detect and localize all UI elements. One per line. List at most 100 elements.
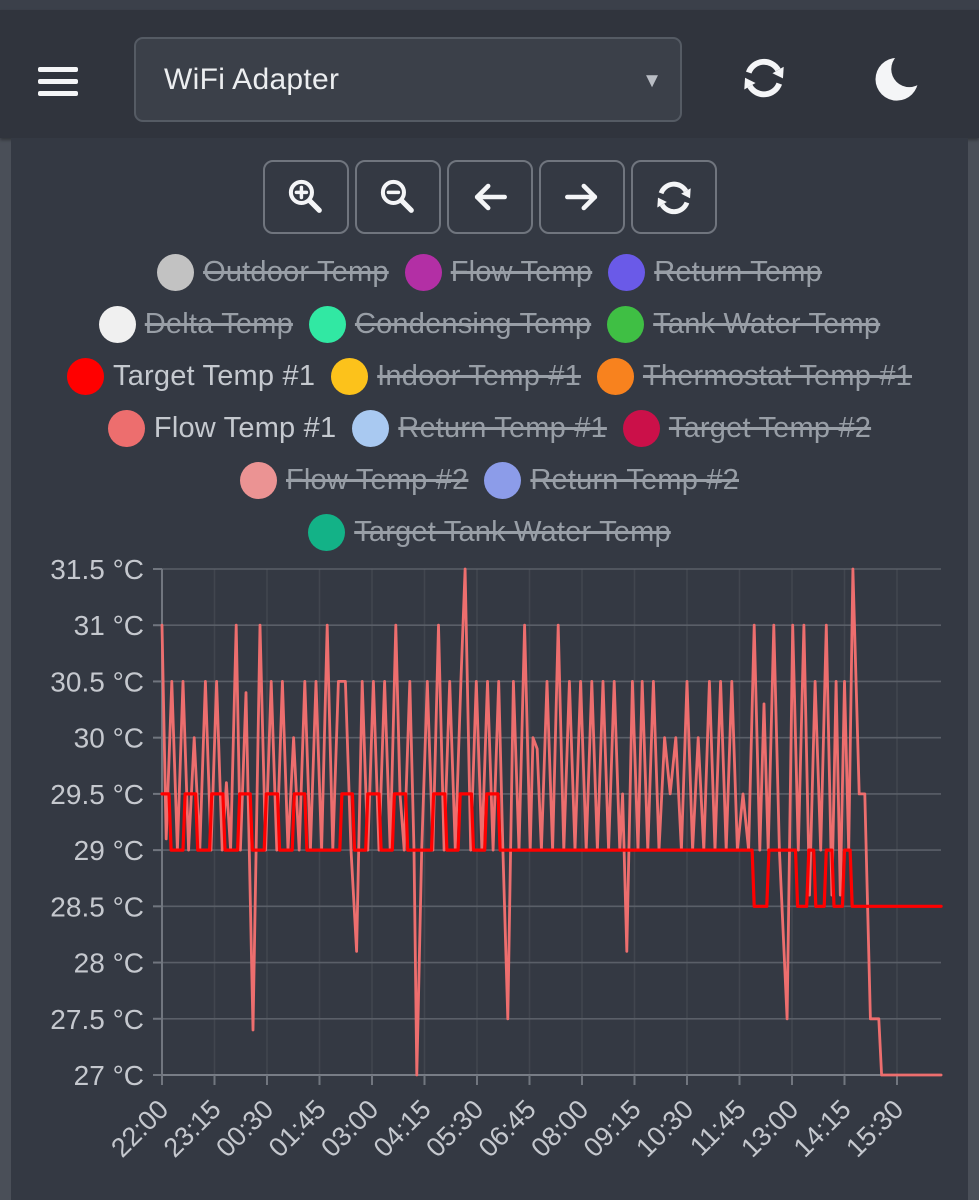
legend-color-dot <box>622 409 660 447</box>
zoom-out-icon <box>380 179 414 213</box>
legend-color-dot <box>98 305 136 343</box>
hamburger-menu-button[interactable] <box>32 54 84 104</box>
legend-item-label: Flow Temp <box>450 255 593 288</box>
refresh-sync-icon <box>656 181 691 215</box>
legend-item-label: Return Temp #2 <box>530 463 739 496</box>
legend-row: Outdoor Temp Flow Temp Return Temp <box>11 246 968 298</box>
y-axis-tick-label: 30.5 °C <box>50 666 144 697</box>
legend-item-label: Return Temp #1 <box>398 411 607 444</box>
app-header: WiFi Adapter ▾ <box>0 10 979 138</box>
legend-item-return-temp-2[interactable]: Return Temp #2 <box>484 461 739 499</box>
legend-color-dot <box>107 409 145 447</box>
x-axis-tick-label: 15:30 <box>840 1094 909 1163</box>
pan-right-button[interactable] <box>538 160 625 234</box>
legend-item-label: Outdoor Temp <box>203 255 389 288</box>
legend-item-label: Flow Temp #1 <box>153 411 337 444</box>
temperature-chart[interactable]: 31.5 °C 31 °C 30.5 °C 30 °C 29.5 °C 29 °C 28.5… <box>11 558 968 1198</box>
legend-row: Flow Temp #2 Return Temp #2 <box>11 454 968 506</box>
y-axis-tick-label: 27 °C <box>74 1060 144 1091</box>
legend-item-return-temp[interactable]: Return Temp <box>608 253 822 291</box>
y-axis-tick-label: 29.5 °C <box>50 779 144 810</box>
legend-color-dot <box>240 461 277 499</box>
x-axis-tick-label: 11:45 <box>684 1094 752 1162</box>
x-axis-tick-label: 22:00 <box>105 1094 174 1163</box>
legend-color-dot <box>404 253 442 291</box>
chart-panel: Outdoor Temp Flow Temp Return Temp Delta Te… <box>11 138 968 1200</box>
y-axis-tick-label: 31 °C <box>74 610 144 641</box>
x-axis-tick-label: 10:30 <box>630 1094 699 1163</box>
x-axis-tick-label: 13:00 <box>735 1094 804 1163</box>
legend-color-dot <box>607 305 645 343</box>
arrow-left-icon <box>474 183 507 211</box>
y-axis-tick-label: 30 °C <box>74 723 144 754</box>
legend-item-flow-temp-1[interactable]: Flow Temp #1 <box>107 409 337 447</box>
legend-item-label: Return Temp <box>654 255 822 288</box>
legend-item-target-tank-water-temp[interactable]: Target Tank Water Temp <box>308 513 671 551</box>
y-axis-tick-label: 27.5 °C <box>50 1004 144 1035</box>
x-axis-tick-label: 09:15 <box>578 1094 647 1163</box>
refresh-sync-icon <box>744 58 784 98</box>
chart-svg: 31.5 °C 31 °C 30.5 °C 30 °C 29.5 °C 29 °C 28.5… <box>50 558 943 1163</box>
legend-item-indoor-temp-1[interactable]: Indoor Temp #1 <box>331 357 581 395</box>
x-axis-tick-label: 01:45 <box>263 1094 332 1163</box>
chart-refresh-button[interactable] <box>630 160 717 234</box>
chart-legend: Outdoor Temp Flow Temp Return Temp Delta Te… <box>11 246 968 558</box>
x-axis-tick-label: 06:45 <box>473 1094 542 1163</box>
pan-left-button[interactable] <box>446 160 533 234</box>
chart-toolbar <box>11 160 968 234</box>
legend-item-return-temp-1[interactable]: Return Temp #1 <box>352 409 607 447</box>
zoom-in-icon <box>288 179 322 213</box>
legend-row: Flow Temp #1 Return Temp #1 Target Temp #2 <box>11 402 968 454</box>
arrow-right-icon <box>564 183 597 211</box>
dark-mode-toggle-button[interactable] <box>868 48 928 106</box>
device-select[interactable]: WiFi Adapter ▾ <box>134 37 682 122</box>
legend-item-label: Target Tank Water Temp <box>354 515 671 548</box>
legend-item-thermostat-temp-1[interactable]: Thermostat Temp #1 <box>596 357 912 395</box>
legend-item-tank-water-temp[interactable]: Tank Water Temp <box>607 305 881 343</box>
zoom-out-button[interactable] <box>354 160 441 234</box>
legend-item-flow-temp-2[interactable]: Flow Temp #2 <box>240 461 469 499</box>
zoom-in-button[interactable] <box>262 160 349 234</box>
legend-item-target-temp-1[interactable]: Target Temp #1 <box>67 357 316 395</box>
legend-item-label: Delta Temp <box>144 307 293 340</box>
x-axis-tick-label: 08:00 <box>525 1094 594 1163</box>
legend-row: Target Temp #1 Indoor Temp #1 Thermostat T… <box>11 350 968 402</box>
legend-color-dot <box>331 357 369 395</box>
header-refresh-button[interactable] <box>734 48 794 106</box>
series-line-target-temp-1 <box>160 792 943 908</box>
chevron-down-icon: ▾ <box>645 66 658 93</box>
legend-item-delta-temp[interactable]: Delta Temp <box>98 305 293 343</box>
legend-color-dot <box>67 357 104 395</box>
x-axis-tick-label: 05:30 <box>420 1094 489 1163</box>
legend-color-dot <box>608 253 646 291</box>
legend-item-label: Target Temp #1 <box>113 359 316 392</box>
x-axis-tick-label: 03:00 <box>315 1094 384 1163</box>
device-select-value: WiFi Adapter <box>164 62 340 96</box>
legend-item-label: Target Temp #2 <box>668 411 872 444</box>
x-axis-tick-label: 00:30 <box>210 1094 279 1163</box>
legend-item-target-temp-2[interactable]: Target Temp #2 <box>622 409 872 447</box>
y-axis-tick-label: 31.5 °C <box>50 558 144 585</box>
legend-color-dot <box>484 461 522 499</box>
legend-color-dot <box>352 409 390 447</box>
legend-color-dot <box>596 357 634 395</box>
legend-color-dot <box>157 253 195 291</box>
x-axis-tick-label: 23:15 <box>158 1094 227 1163</box>
legend-row: Target Tank Water Temp <box>11 506 968 558</box>
legend-item-label: Tank Water Temp <box>653 307 881 340</box>
legend-color-dot <box>308 513 346 551</box>
legend-item-condensing-temp[interactable]: Condensing Temp <box>308 305 592 343</box>
y-axis-tick-label: 29 °C <box>74 835 144 866</box>
legend-color-dot <box>308 305 346 343</box>
x-axis-tick-label: 04:15 <box>368 1094 437 1163</box>
legend-item-flow-temp[interactable]: Flow Temp <box>404 253 593 291</box>
legend-row: Delta Temp Condensing Temp Tank Water Temp <box>11 298 968 350</box>
status-bar <box>0 0 979 10</box>
legend-item-label: Indoor Temp #1 <box>377 359 581 392</box>
hamburger-menu-icon <box>38 67 78 72</box>
legend-item-outdoor-temp[interactable]: Outdoor Temp <box>157 253 389 291</box>
legend-item-label: Flow Temp #2 <box>286 463 469 496</box>
legend-item-label: Condensing Temp <box>354 307 592 340</box>
y-axis-tick-label: 28.5 °C <box>50 891 144 922</box>
legend-item-label: Thermostat Temp #1 <box>642 359 912 392</box>
